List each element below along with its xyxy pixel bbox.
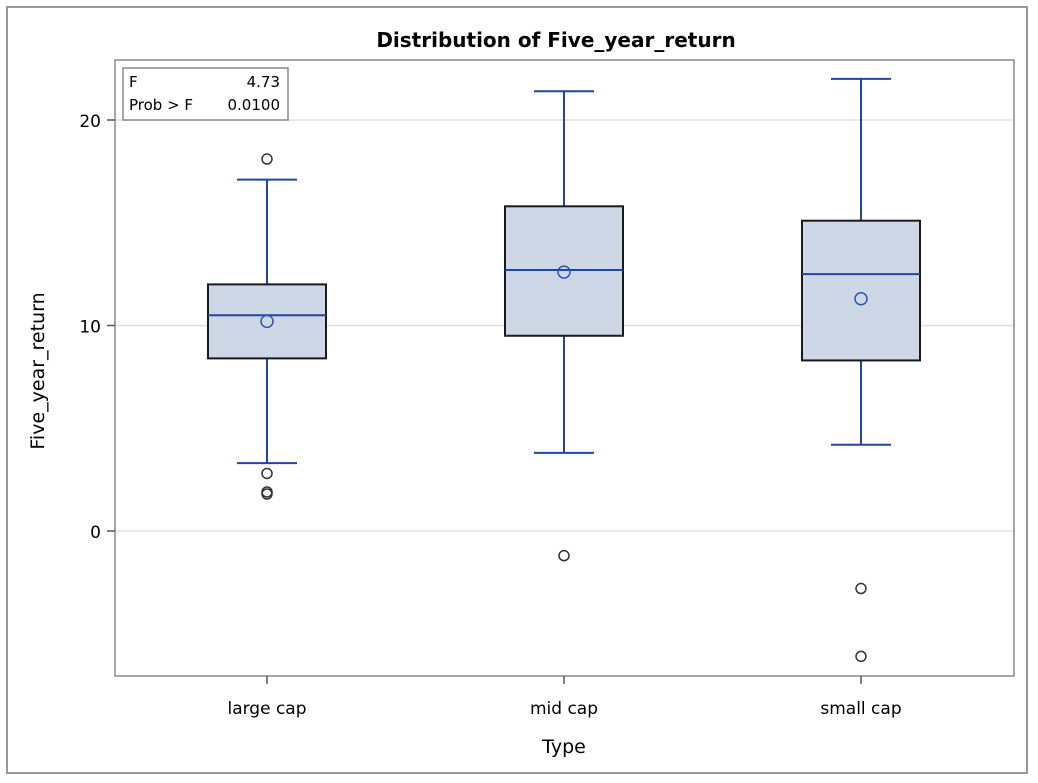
box-iqr-0 xyxy=(207,283,327,360)
chart-title: Distribution of Five_year_return xyxy=(376,28,735,52)
plot-area xyxy=(207,77,921,663)
outlier-point-0-3 xyxy=(261,488,273,500)
y-tick-label-20: 20 xyxy=(79,112,101,132)
outlier-point-2-1 xyxy=(855,650,867,663)
stats-prob-label: Prob > F xyxy=(129,96,193,114)
stats-prob-value: 0.0100 xyxy=(228,96,281,114)
x-tick-label-1: mid cap xyxy=(530,699,598,719)
stats-inset-frame xyxy=(122,67,289,121)
x-tick-label-0: large cap xyxy=(227,699,306,719)
box-group-0 xyxy=(207,153,327,500)
mean-marker-1 xyxy=(557,265,571,279)
x-axis-label: Type xyxy=(541,736,586,758)
axes: 0 10 20 large cap mid cap small cap xyxy=(79,112,901,719)
box-group-1 xyxy=(504,90,624,562)
stats-f-value: 4.73 xyxy=(247,73,280,91)
mean-marker-0 xyxy=(260,314,274,329)
y-axis-label: Five_year_return xyxy=(27,292,49,449)
mean-marker-2 xyxy=(854,292,868,306)
stats-inset: F 4.73 Prob > F 0.0100 xyxy=(122,67,289,121)
y-tick-label-0: 0 xyxy=(90,523,101,543)
chart-frame xyxy=(6,6,1028,774)
stats-f-label: F xyxy=(129,73,138,91)
outlier-point-1-0 xyxy=(558,549,570,562)
outlier-point-0-0 xyxy=(261,153,273,165)
box-iqr-2 xyxy=(801,219,921,362)
box-iqr-1 xyxy=(504,205,624,337)
x-tick-label-2: small cap xyxy=(820,699,901,719)
box-group-2 xyxy=(801,77,921,663)
y-tick-label-10: 10 xyxy=(79,318,101,338)
outlier-point-0-1 xyxy=(261,467,273,480)
outlier-point-2-0 xyxy=(855,582,867,595)
